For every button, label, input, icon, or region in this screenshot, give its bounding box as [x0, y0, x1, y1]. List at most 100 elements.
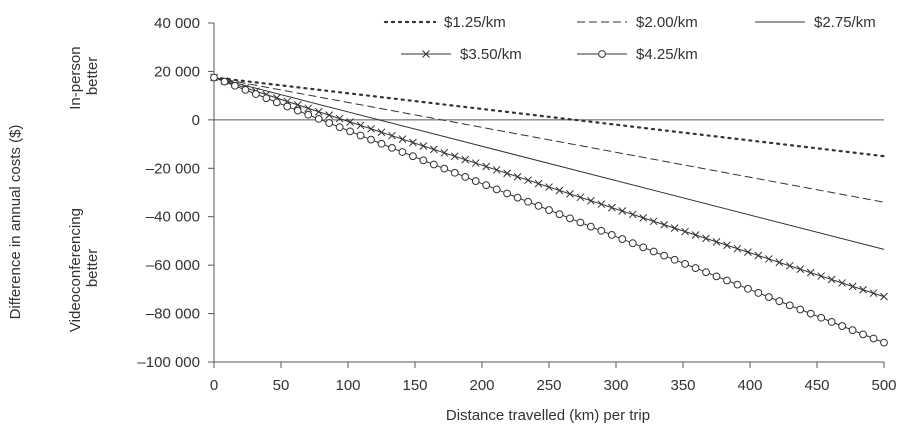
series-marker: [335, 123, 344, 132]
series-marker: [618, 235, 627, 243]
x-tick-label: 250: [536, 377, 561, 394]
series-marker: [409, 152, 417, 161]
series-marker: [712, 272, 721, 281]
series-marker: [534, 202, 543, 210]
y-axis-title: Difference in annual costs ($): [7, 125, 24, 320]
series-marker: [398, 148, 407, 156]
series-1: [212, 76, 886, 158]
legend-item: $2.00/km: [577, 14, 698, 31]
y-tick-label: –40 000: [146, 209, 200, 226]
series-marker: [513, 172, 522, 181]
series-marker: [848, 282, 857, 291]
series-marker: [262, 94, 271, 103]
series-marker: [618, 207, 627, 215]
series-marker: [450, 152, 459, 161]
series-marker: [377, 128, 386, 137]
x-tick-label: 100: [335, 377, 360, 394]
series-marker: [576, 218, 585, 227]
y-tick-label: 0: [192, 112, 200, 129]
region-label-lower: Videoconferencing better: [67, 204, 101, 332]
series-marker: [681, 260, 689, 268]
series-marker: [314, 115, 323, 123]
series-marker: [733, 244, 742, 253]
series-marker: [419, 156, 428, 165]
series-marker: [806, 309, 815, 318]
x-axis-ticks: 0 50 100 150 200 250 300 350 400 450 500: [210, 362, 897, 394]
series-line: [213, 76, 885, 203]
series-marker: [702, 234, 710, 243]
series-2: [213, 76, 885, 203]
series-marker: [210, 73, 218, 82]
series-marker: [304, 110, 313, 119]
series-marker: [764, 293, 773, 301]
y-tick-label: –80 000: [146, 306, 200, 323]
series-marker: [293, 101, 302, 109]
x-tick-label: 50: [273, 377, 290, 394]
series-marker: [335, 114, 344, 123]
series-marker: [796, 305, 805, 314]
series-marker: [325, 119, 334, 127]
series-marker: [607, 203, 616, 212]
series-marker: [419, 142, 428, 150]
series-marker: [702, 268, 710, 277]
series-marker: [660, 220, 669, 229]
series-marker: [744, 284, 752, 293]
legend: $1.25/km $2.00/km $2.75/km $3.50/km $4.25/km: [383, 14, 876, 63]
series-marker: [691, 231, 700, 239]
series-marker: [754, 289, 763, 297]
series-marker: [806, 268, 815, 277]
y-axis-ticks: 40 000 20 000 0 –20 000 –40 000 –60 000 –80 00…: [137, 15, 214, 371]
series-marker: [251, 90, 260, 98]
legend-item: $1.25/km: [383, 14, 506, 31]
series-marker: [356, 121, 365, 130]
legend-label: $1.25/km: [444, 14, 506, 31]
series-group: [210, 73, 888, 347]
series-marker: [325, 111, 334, 120]
series-marker: [838, 322, 847, 330]
region-label-upper: In-person better: [67, 42, 101, 110]
series-marker: [691, 264, 700, 272]
series-marker: [869, 334, 878, 343]
series-marker: [283, 102, 292, 111]
series-marker: [775, 297, 784, 306]
series-marker: [586, 222, 595, 231]
series-marker: [503, 189, 512, 198]
series-marker: [440, 148, 449, 157]
series-marker: [576, 193, 585, 202]
series-marker: [607, 231, 616, 239]
series-marker: [314, 107, 323, 116]
series-marker: [346, 127, 354, 136]
series-marker: [880, 292, 888, 301]
series-marker: [367, 135, 375, 144]
x-tick-label: 0: [210, 377, 218, 394]
series-5: [210, 73, 888, 347]
series-marker: [597, 226, 606, 235]
series-marker: [440, 164, 449, 173]
series-marker: [231, 81, 239, 90]
x-tick-label: 400: [737, 377, 762, 394]
series-marker: [754, 251, 763, 260]
series-marker: [723, 276, 731, 285]
series-marker: [356, 131, 365, 140]
series-marker: [346, 118, 354, 126]
series-marker: [304, 104, 313, 113]
series-marker: [639, 214, 648, 222]
series-marker: [482, 162, 491, 171]
series-3: [213, 76, 885, 250]
series-marker: [503, 169, 511, 178]
series-marker: [492, 185, 501, 194]
series-marker: [524, 197, 532, 206]
region-label-lower-line-2: better: [84, 249, 101, 287]
series-marker: [670, 255, 679, 264]
series-marker: [471, 159, 480, 167]
series-marker: [796, 265, 805, 274]
series-marker: [785, 301, 794, 310]
series-marker: [628, 239, 637, 248]
series-line: [212, 76, 886, 158]
series-marker: [785, 261, 794, 270]
series-line: [213, 76, 885, 250]
series-marker: [859, 330, 867, 339]
x-tick-label: 200: [469, 377, 494, 394]
series-marker: [827, 275, 836, 284]
